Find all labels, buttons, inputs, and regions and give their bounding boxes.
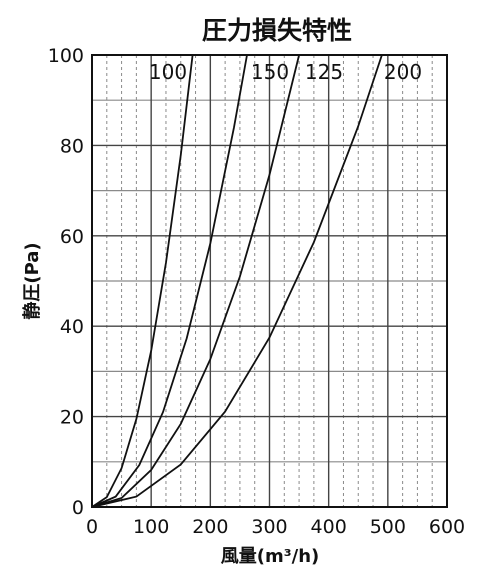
y-tick-label: 60 — [60, 226, 84, 248]
y-tick-label: 20 — [60, 407, 84, 429]
x-tick-label: 0 — [86, 516, 98, 538]
y-tick-label: 40 — [60, 316, 84, 338]
y-tick-label: 80 — [60, 135, 84, 157]
chart-title: 圧力損失特性 — [202, 16, 352, 45]
plot-frame — [91, 54, 448, 508]
x-tick-label: 400 — [311, 516, 347, 538]
curve-label-100: 100 — [149, 60, 187, 84]
x-tick-labels: 0 100 200 300 400 500 600 — [86, 516, 465, 538]
x-tick-label: 500 — [370, 516, 406, 538]
curve-label-150: 150 — [251, 60, 289, 84]
series-line-125 — [91, 54, 300, 508]
y-tick-label: 100 — [48, 45, 84, 67]
y-tick-label: 0 — [72, 497, 84, 519]
grid — [92, 55, 447, 507]
curve-labels: 100 150 125 200 — [149, 60, 422, 84]
curve-label-200: 200 — [384, 60, 422, 84]
series-line-200 — [91, 54, 383, 508]
series-line-150 — [91, 54, 248, 508]
x-tick-label: 100 — [133, 516, 169, 538]
x-tick-label: 300 — [251, 516, 287, 538]
x-tick-label: 600 — [429, 516, 465, 538]
y-axis-label: 静圧(Pa) — [21, 242, 43, 319]
y-tick-labels: 0 20 40 60 80 100 — [48, 45, 84, 519]
series-line-100 — [91, 54, 194, 508]
x-axis-label: 風量(m³/h) — [221, 545, 319, 567]
curve-label-125: 125 — [305, 60, 343, 84]
curves — [91, 54, 383, 508]
x-tick-label: 200 — [192, 516, 228, 538]
